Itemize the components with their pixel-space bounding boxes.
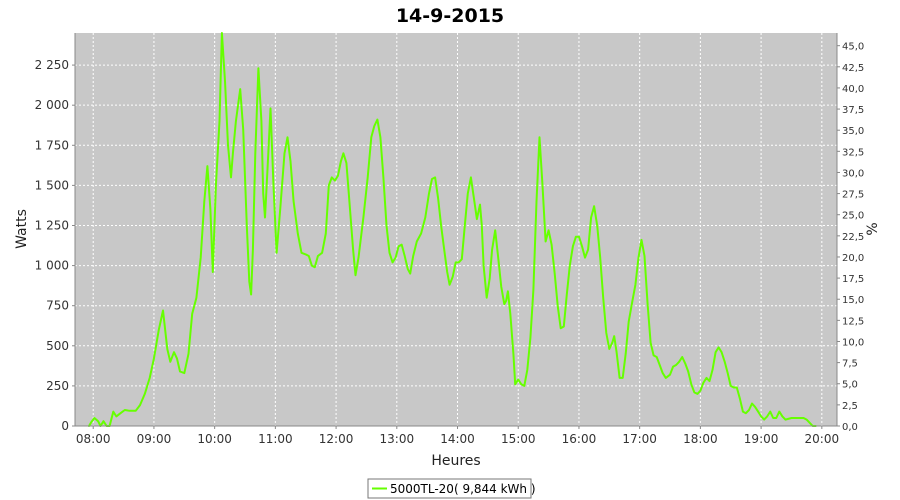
y2-tick-label: 37,5: [842, 105, 864, 116]
y-tick-label: 750: [46, 299, 69, 313]
x-tick-label: 10:00: [197, 432, 232, 446]
x-tick-label: 09:00: [137, 432, 172, 446]
y-tick-label: 500: [46, 339, 69, 353]
y-axis-label: Watts: [14, 209, 30, 249]
y2-axis-label: %: [865, 222, 881, 235]
y2-tick-label: 0,0: [842, 422, 858, 433]
y-tick-label: 1 250: [35, 218, 69, 232]
x-tick-label: 13:00: [380, 432, 415, 446]
chart-title: 14-9-2015: [396, 5, 504, 27]
y2-tick-label: 12,5: [842, 316, 864, 327]
y-axis-ticks: 0 250 500 750 1 000 1 250 1 500 1 750 2 000 2 250: [35, 58, 75, 433]
y2-tick-label: 45,0: [842, 42, 864, 53]
x-tick-label: 20:00: [805, 432, 840, 446]
y-tick-label: 0: [61, 419, 69, 433]
legend-box: [367, 478, 532, 499]
y-tick-label: 1 000: [35, 259, 69, 273]
x-tick-label: 11:00: [258, 432, 293, 446]
legend: 5000TL-20( 9,844 kWh ): [367, 478, 536, 499]
x-tick-label: 08:00: [76, 432, 111, 446]
y2-tick-label: 30,0: [842, 168, 864, 179]
y2-tick-label: 32,5: [842, 147, 864, 158]
x-axis-ticks: 08:00 09:00 10:00 11:00 12:00 13:00 14:00 15:00…: [76, 426, 839, 446]
x-tick-label: 18:00: [683, 432, 718, 446]
y2-tick-label: 2,5: [842, 401, 858, 412]
x-axis-label: Heures: [431, 453, 480, 469]
y2-tick-label: 17,5: [842, 274, 864, 285]
y2-tick-label: 7,5: [842, 359, 858, 370]
legend-label: 5000TL-20( 9,844 kWh ): [390, 482, 536, 496]
y2-tick-label: 35,0: [842, 126, 864, 137]
x-tick-label: 17:00: [622, 432, 657, 446]
y-tick-label: 2 250: [35, 58, 69, 72]
y2-tick-label: 27,5: [842, 190, 864, 201]
plot-area: [75, 33, 837, 426]
y2-tick-label: 5,0: [842, 380, 858, 391]
x-tick-label: 15:00: [501, 432, 536, 446]
y2-axis-ticks: 0,0 2,5 5,0 7,5 10,0 12,5 15,0 17,5 20,0 22,5 25,0…: [837, 42, 864, 433]
y2-tick-label: 10,0: [842, 337, 864, 348]
y-tick-label: 2 000: [35, 98, 69, 112]
y2-tick-label: 40,0: [842, 84, 864, 95]
y-tick-label: 1 750: [35, 138, 69, 152]
x-tick-label: 16:00: [562, 432, 597, 446]
y-tick-label: 1 500: [35, 178, 69, 192]
x-tick-label: 12:00: [319, 432, 354, 446]
x-tick-label: 19:00: [744, 432, 779, 446]
y2-tick-label: 15,0: [842, 295, 864, 306]
y2-tick-label: 42,5: [842, 63, 864, 74]
y2-tick-label: 25,0: [842, 211, 864, 222]
y2-tick-label: 22,5: [842, 232, 864, 243]
series-layer: [88, 32, 817, 427]
y-tick-label: 250: [46, 379, 69, 393]
y2-tick-label: 20,0: [842, 253, 864, 264]
series-line: [88, 32, 817, 427]
x-tick-label: 14:00: [440, 432, 475, 446]
